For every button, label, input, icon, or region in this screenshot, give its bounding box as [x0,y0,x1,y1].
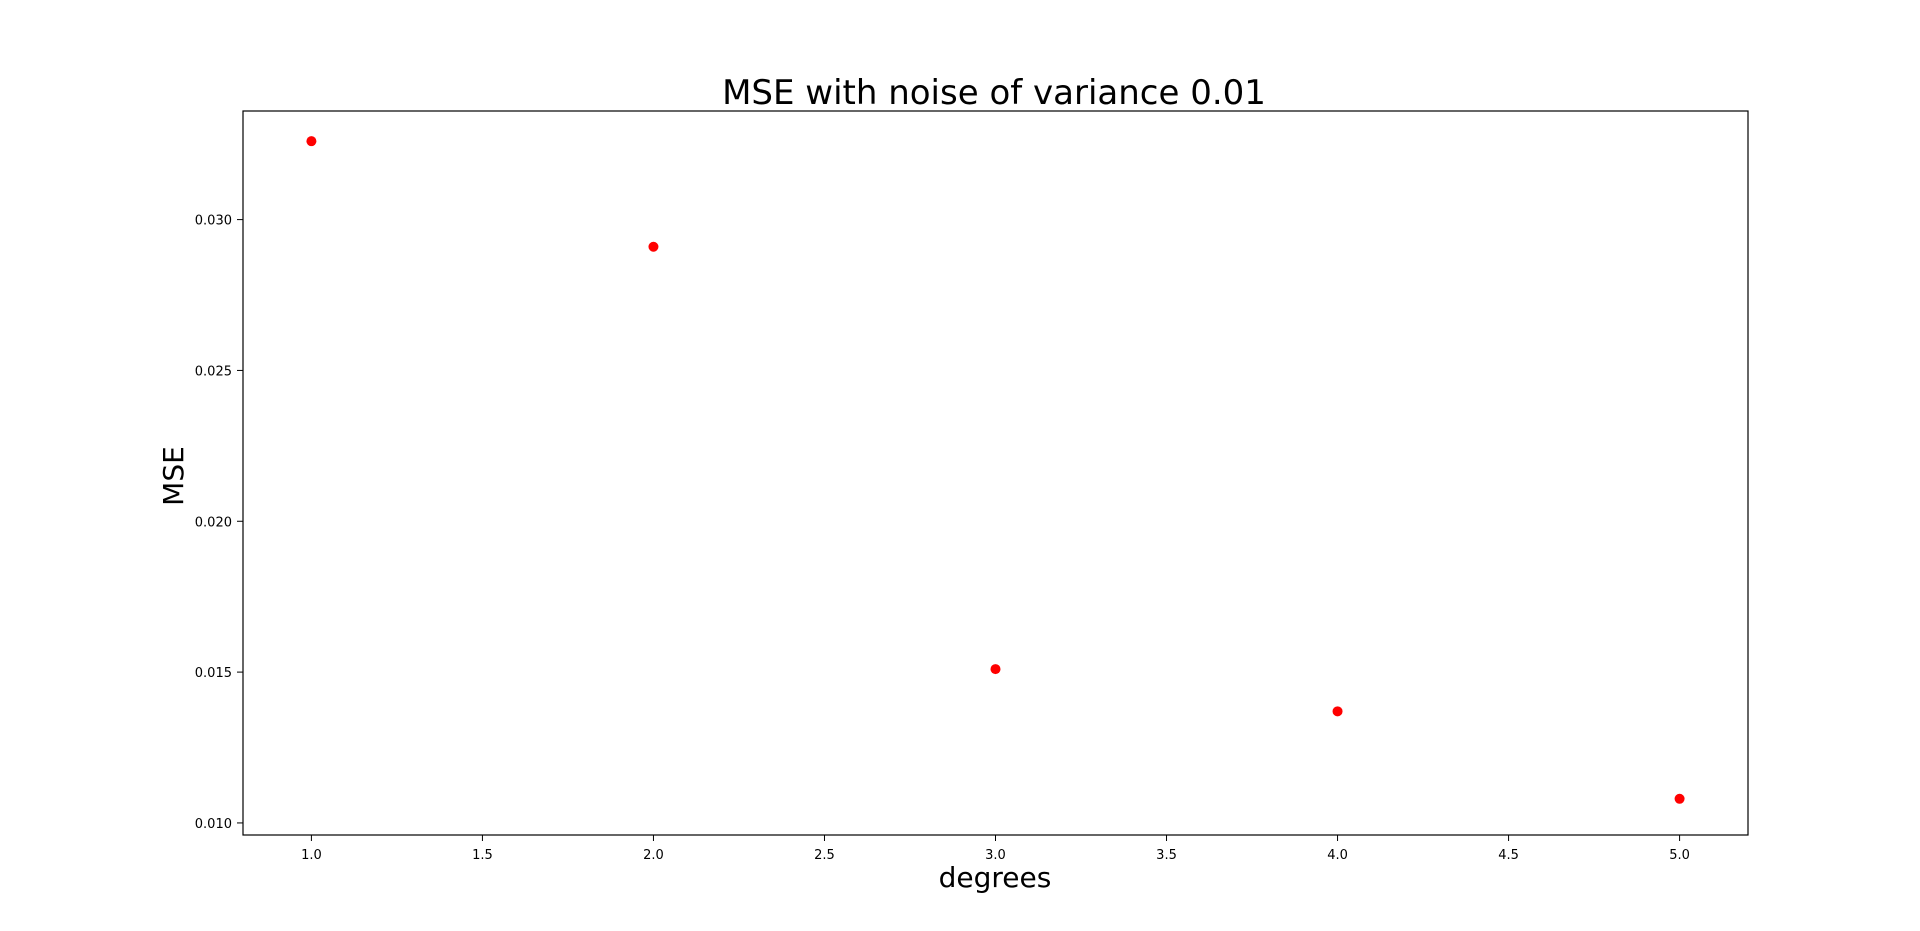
y-tick-label: 0.015 [195,666,232,681]
x-tick-label: 1.0 [301,848,322,863]
x-tick-label: 3.5 [1156,848,1177,863]
x-tick-label: 2.5 [814,848,835,863]
x-axis: 1.0 1.5 2.0 2.5 3.0 3.5 4.0 4.5 5.0 [301,835,1690,863]
x-tick-label: 3.0 [985,848,1006,863]
data-point [648,241,659,252]
y-tick-label: 0.025 [195,364,232,379]
y-axis: 0.010 0.015 0.020 0.025 0.030 [195,214,243,832]
data-point [990,664,1001,675]
data-points [306,136,1685,804]
x-tick-label: 4.5 [1498,848,1519,863]
y-axis-label: MSE [157,446,190,506]
data-point [1674,793,1685,804]
chart-title: MSE with noise of variance 0.01 [722,73,1266,113]
plot-area-frame [242,110,1749,836]
x-axis-label: degrees [939,861,1052,894]
x-tick-label: 2.0 [643,848,664,863]
y-tick-label: 0.030 [195,214,232,229]
data-point [1332,706,1343,717]
y-tick-label: 0.010 [195,817,232,832]
data-point [306,136,317,147]
x-tick-label: 5.0 [1669,848,1690,863]
x-tick-label: 4.0 [1327,848,1348,863]
x-tick-label: 1.5 [472,848,493,863]
y-tick-label: 0.020 [195,515,232,530]
